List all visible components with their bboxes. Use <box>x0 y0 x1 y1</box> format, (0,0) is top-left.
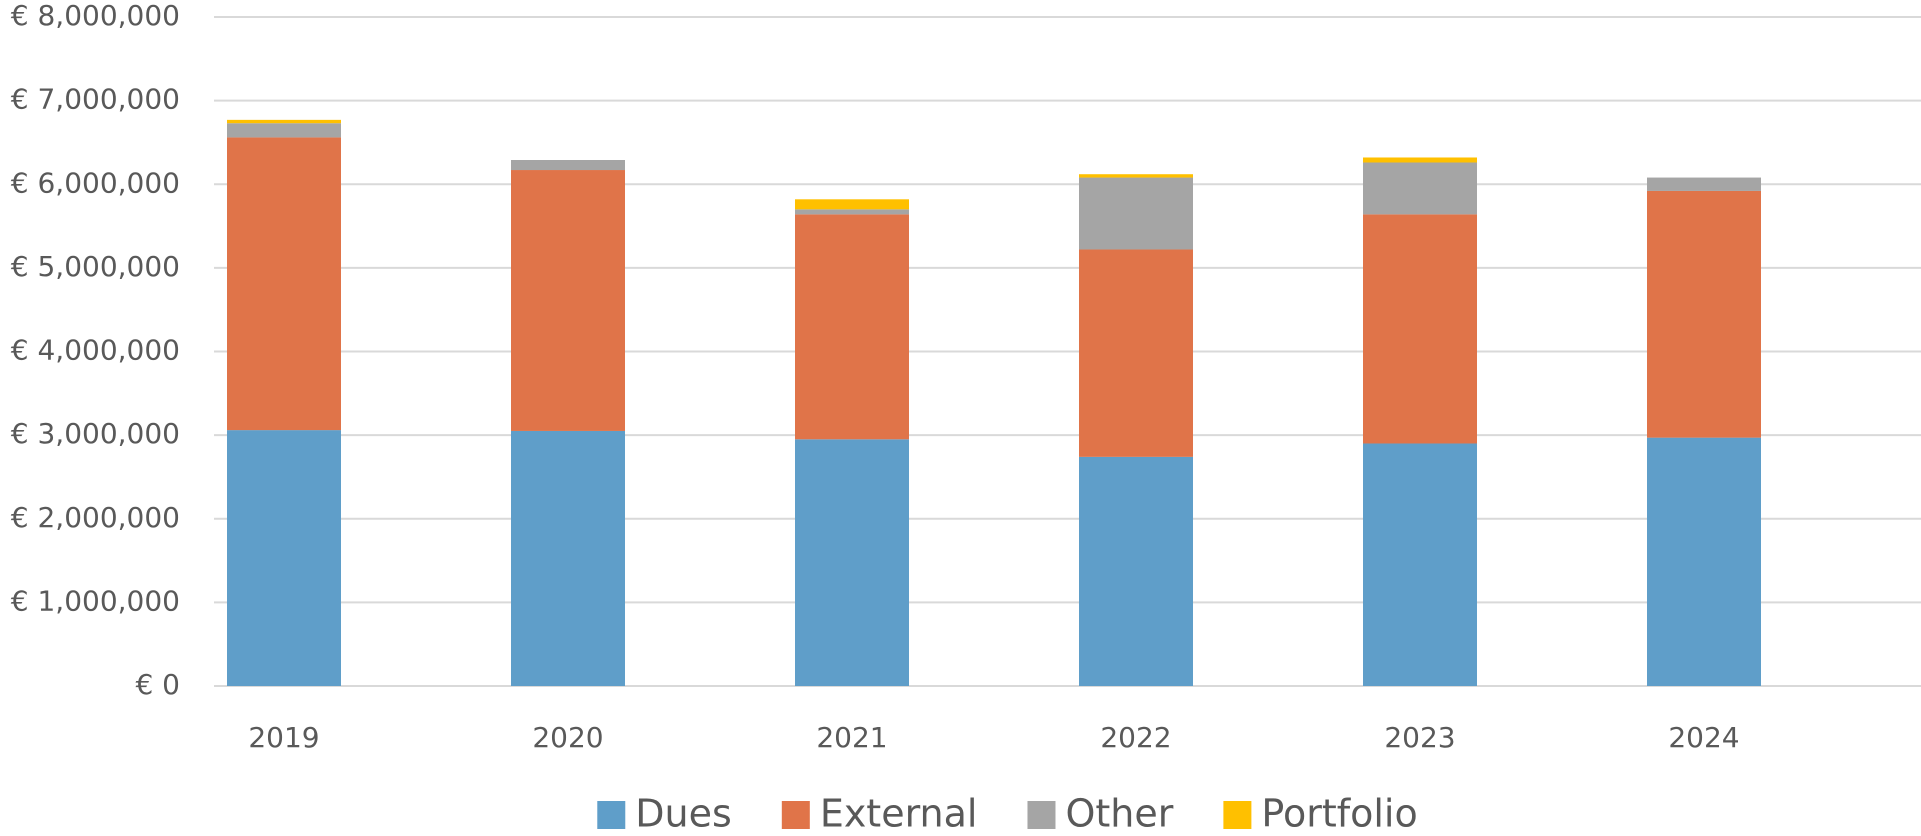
bar-segment <box>1363 443 1477 686</box>
y-tick-label: € 2,000,000 <box>11 501 180 534</box>
y-tick-label: € 7,000,000 <box>11 83 180 116</box>
y-tick-label: € 4,000,000 <box>11 334 180 367</box>
legend-label: Dues <box>635 792 732 836</box>
bar-segment <box>1079 249 1193 457</box>
bar-segment <box>1079 174 1193 178</box>
y-tick-label: € 5,000,000 <box>11 250 180 283</box>
legend-swatch <box>1223 801 1252 829</box>
y-tick-label: € 0 <box>135 668 180 701</box>
legend-label: Other <box>1065 792 1173 836</box>
legend-swatch <box>1027 801 1056 829</box>
bar-segment <box>1079 456 1193 686</box>
bar-segment <box>511 170 625 431</box>
bar-segment <box>227 123 341 138</box>
x-tick-label: 2019 <box>248 721 319 754</box>
x-tick-label: 2023 <box>1384 721 1455 754</box>
bar-segment <box>227 119 341 124</box>
bar-segment <box>1079 177 1193 250</box>
bar-segment <box>795 199 909 210</box>
y-tick-label: € 3,000,000 <box>11 417 180 450</box>
y-tick-label: € 1,000,000 <box>11 584 180 617</box>
x-tick-label: 2024 <box>1668 721 1739 754</box>
legend-swatch <box>597 801 626 829</box>
bar-segment <box>227 430 341 686</box>
legend-label: Portfolio <box>1261 792 1417 836</box>
x-tick-label: 2020 <box>532 721 603 754</box>
bar-segment <box>795 209 909 215</box>
bar-segment <box>511 430 625 686</box>
y-tick-label: € 8,000,000 <box>11 0 180 32</box>
y-tick-label: € 6,000,000 <box>11 166 180 199</box>
legend-swatch <box>781 801 810 829</box>
bar-segment <box>1363 162 1477 215</box>
bar-segment <box>795 439 909 686</box>
bar-segment <box>1647 190 1761 438</box>
bar-segment <box>795 214 909 440</box>
x-tick-label: 2021 <box>816 721 887 754</box>
legend-label: External <box>820 792 978 836</box>
bar-segment <box>1647 177 1761 191</box>
bar-segment <box>1647 437 1761 686</box>
bar-segment <box>1363 157 1477 163</box>
bar-segment <box>1363 214 1477 444</box>
bar-segment <box>227 137 341 431</box>
bar-segment <box>511 159 625 171</box>
x-tick-label: 2022 <box>1100 721 1171 754</box>
